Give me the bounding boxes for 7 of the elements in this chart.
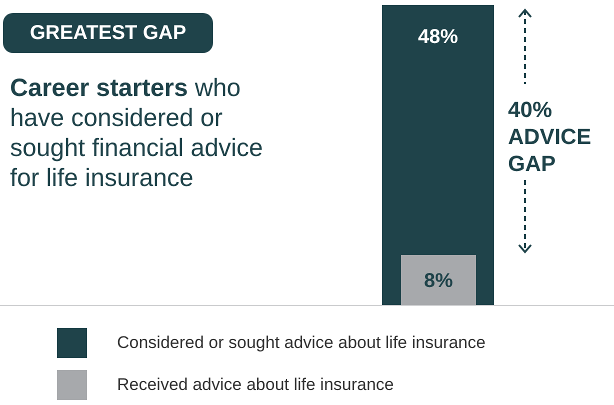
annotation: 40% ADVICE GAP bbox=[507, 96, 592, 177]
legend-label: Received advice about life insurance bbox=[117, 375, 394, 395]
data-label: 48% bbox=[418, 26, 458, 48]
legend-label: Considered or sought advice about life insurance bbox=[117, 333, 486, 353]
text: Career starters who have considered or sought financial advice for life insurance bbox=[10, 73, 264, 193]
text: GREATEST GAP bbox=[3, 13, 213, 53]
data-label: 8% bbox=[424, 270, 454, 292]
